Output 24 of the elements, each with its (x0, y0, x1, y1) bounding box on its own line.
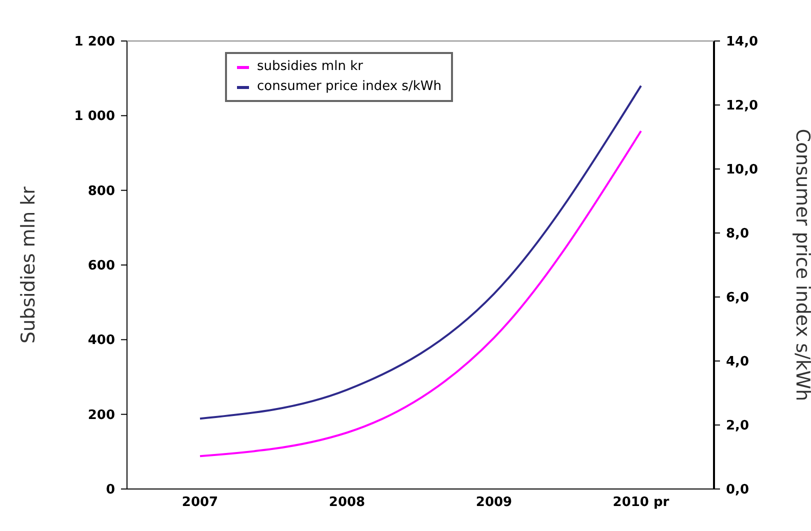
x-tick-label: 2008 (328, 495, 366, 510)
y2-axis-title: Consumer price index s/kWh (791, 128, 811, 402)
y2-tick-label: 6,0 (726, 290, 750, 306)
y2-tick-label: 12,0 (726, 98, 758, 114)
y2-tick-label: 14,0 (726, 34, 758, 50)
line-series (199, 130, 642, 458)
x-tick-label: 2010 pr (612, 495, 670, 510)
y2-tick-label: 2,0 (726, 418, 750, 434)
y-tick-label: 400 (88, 333, 115, 348)
y2-tick-label: 0,0 (726, 482, 750, 498)
x-tick-label: 2007 (182, 495, 218, 510)
y2-tick-label: 8,0 (726, 226, 750, 242)
y-tick-label: 600 (88, 258, 115, 274)
y2-tick-label: 10,0 (726, 162, 758, 178)
y-tick-label: 1 000 (74, 109, 115, 124)
y-tick-label: 1 200 (74, 34, 115, 50)
y-axis-title: Subsidies mln kr (18, 186, 40, 344)
legend-label: consumer price index s/kWh (257, 78, 442, 96)
y2-tick-label: 4,0 (726, 354, 750, 370)
y-tick-label: 800 (88, 184, 115, 199)
y-tick-label: 200 (88, 408, 115, 423)
x-tick-label: 2009 (476, 495, 512, 510)
y-tick-label: 0 (106, 482, 115, 498)
legend-label: subsidies mln kr (257, 58, 363, 76)
